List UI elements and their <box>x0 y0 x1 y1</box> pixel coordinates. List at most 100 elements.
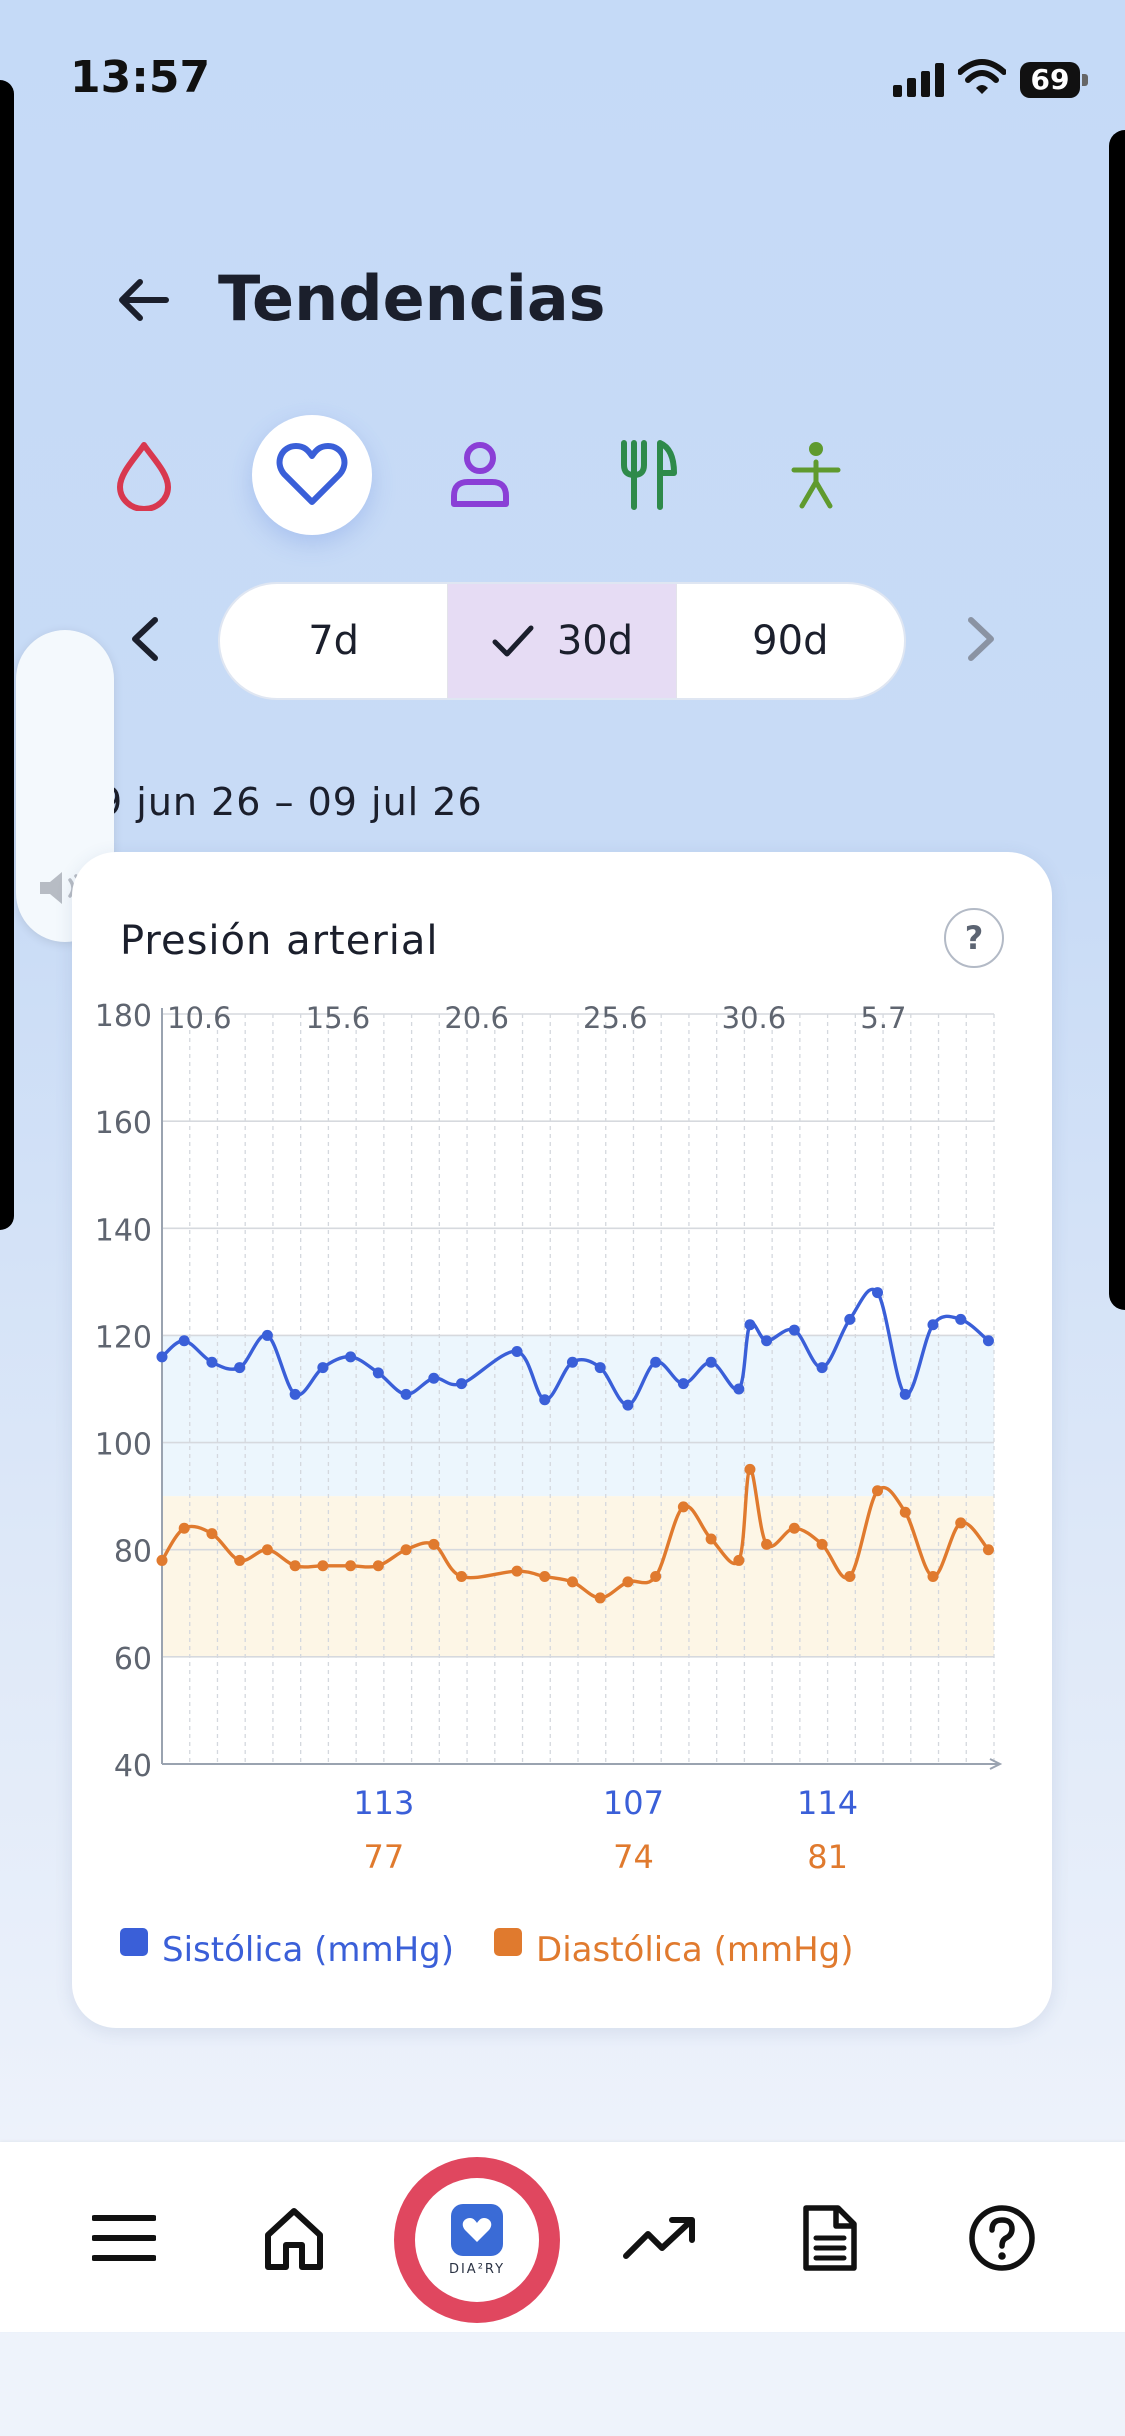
nav-diary-button[interactable]: DIA²RY <box>394 2157 560 2323</box>
battery-level: 69 <box>1020 62 1080 98</box>
data-point <box>816 1362 828 1374</box>
walking-figure-icon <box>791 442 841 509</box>
data-point <box>511 1565 523 1577</box>
fork-knife-icon <box>621 440 677 510</box>
back-button[interactable] <box>112 268 176 332</box>
range-option-7d[interactable]: 7d <box>220 584 447 698</box>
chevron-right-icon <box>968 617 994 661</box>
average-systolic-label: 114 <box>797 1784 858 1822</box>
data-point <box>178 1335 190 1347</box>
trending-up-icon <box>623 2217 695 2259</box>
y-tick-label: 60 <box>114 1642 152 1677</box>
x-tick-label: 30.6 <box>722 1001 787 1035</box>
time-range-selector: 7d 30d 90d <box>0 582 1125 702</box>
data-point <box>733 1383 745 1395</box>
person-icon <box>451 442 509 507</box>
page-title: Tendencias <box>218 262 606 335</box>
data-point <box>761 1538 773 1550</box>
average-systolic-label: 113 <box>353 1784 414 1822</box>
data-point <box>594 1592 606 1604</box>
data-point <box>955 1313 967 1325</box>
category-heart-button[interactable] <box>252 415 372 535</box>
data-point <box>400 1544 412 1556</box>
data-point <box>744 1319 756 1331</box>
data-point <box>761 1335 773 1347</box>
data-point <box>566 1576 578 1588</box>
data-point <box>456 1378 468 1390</box>
data-point <box>206 1528 218 1540</box>
category-weight-button[interactable] <box>420 415 540 535</box>
data-point <box>372 1367 384 1379</box>
range-option-30d[interactable]: 30d <box>447 584 676 698</box>
page-header: Tendencias <box>0 240 1125 350</box>
home-icon <box>265 2208 323 2270</box>
data-point <box>345 1560 357 1572</box>
logo-heart-icon <box>462 2217 492 2242</box>
legend-swatch <box>120 1928 148 1956</box>
category-selector <box>0 410 1125 540</box>
range-option-label: 7d <box>308 618 360 664</box>
range-previous-button[interactable] <box>110 604 180 674</box>
data-point <box>744 1463 756 1475</box>
y-tick-label: 180 <box>95 999 152 1034</box>
data-point <box>677 1378 689 1390</box>
data-point <box>955 1517 967 1529</box>
data-point <box>705 1533 717 1545</box>
hamburger-menu-icon <box>92 2215 156 2261</box>
category-glucose-button[interactable] <box>84 415 204 535</box>
status-time: 13:57 <box>70 52 211 103</box>
y-tick-label: 160 <box>95 1106 152 1141</box>
range-option-90d[interactable]: 90d <box>675 584 904 698</box>
data-point <box>428 1538 440 1550</box>
app-logo-text: DIA²RY <box>448 2261 506 2277</box>
data-point <box>982 1544 994 1556</box>
help-icon: ? <box>964 919 984 957</box>
data-point <box>372 1560 384 1572</box>
data-point <box>400 1388 412 1400</box>
data-point <box>816 1538 828 1550</box>
help-circle-icon <box>969 2205 1035 2271</box>
date-range-label: 9 jun 26 – 09 jul 26 <box>98 780 483 824</box>
data-point <box>456 1571 468 1582</box>
bottom-navigation: DIA²RY <box>0 2142 1125 2332</box>
x-axis-arrow <box>989 1758 1003 1770</box>
x-tick-label: 25.6 <box>583 1001 648 1035</box>
data-point <box>289 1388 301 1400</box>
y-tick-label: 120 <box>95 1320 152 1355</box>
category-food-button[interactable] <box>588 415 708 535</box>
status-bar: 13:57 69 <box>0 0 1125 160</box>
x-tick-label: 5.7 <box>860 1001 906 1035</box>
data-point <box>927 1571 939 1582</box>
data-point <box>677 1501 689 1513</box>
range-next-button[interactable] <box>946 604 1016 674</box>
y-tick-label: 140 <box>95 1213 152 1248</box>
legend-swatch <box>494 1928 523 1956</box>
range-segmented-control: 7d 30d 90d <box>218 582 906 700</box>
card-title: Presión arterial <box>120 918 439 964</box>
nav-report-button[interactable] <box>782 2190 878 2286</box>
average-systolic-label: 107 <box>603 1784 664 1822</box>
nav-help-button[interactable] <box>954 2190 1050 2286</box>
cellular-signal-icon <box>893 63 944 97</box>
device-edge-right <box>1109 130 1125 1310</box>
data-point <box>705 1356 717 1368</box>
nav-trends-button[interactable] <box>612 2190 708 2286</box>
data-point <box>345 1351 357 1363</box>
range-option-label: 90d <box>752 618 829 664</box>
y-tick-label: 40 <box>114 1749 152 1784</box>
category-activity-button[interactable] <box>756 415 876 535</box>
data-point <box>178 1522 190 1534</box>
legend-label: Diastólica (mmHg) <box>536 1930 854 1970</box>
data-point <box>594 1362 606 1374</box>
data-point <box>317 1560 329 1572</box>
document-icon <box>803 2205 857 2271</box>
nav-menu-button[interactable] <box>76 2190 172 2286</box>
data-point <box>844 1571 856 1582</box>
wifi-icon <box>958 59 1006 94</box>
legend-diastolic[interactable]: Diastólica (mmHg) <box>494 1928 854 1970</box>
nav-home-button[interactable] <box>246 2190 342 2286</box>
data-point <box>511 1346 523 1357</box>
legend-systolic[interactable]: Sistólica (mmHg) <box>120 1928 455 1970</box>
help-button[interactable]: ? <box>944 908 1004 968</box>
legend-label: Sistólica (mmHg) <box>162 1930 455 1970</box>
